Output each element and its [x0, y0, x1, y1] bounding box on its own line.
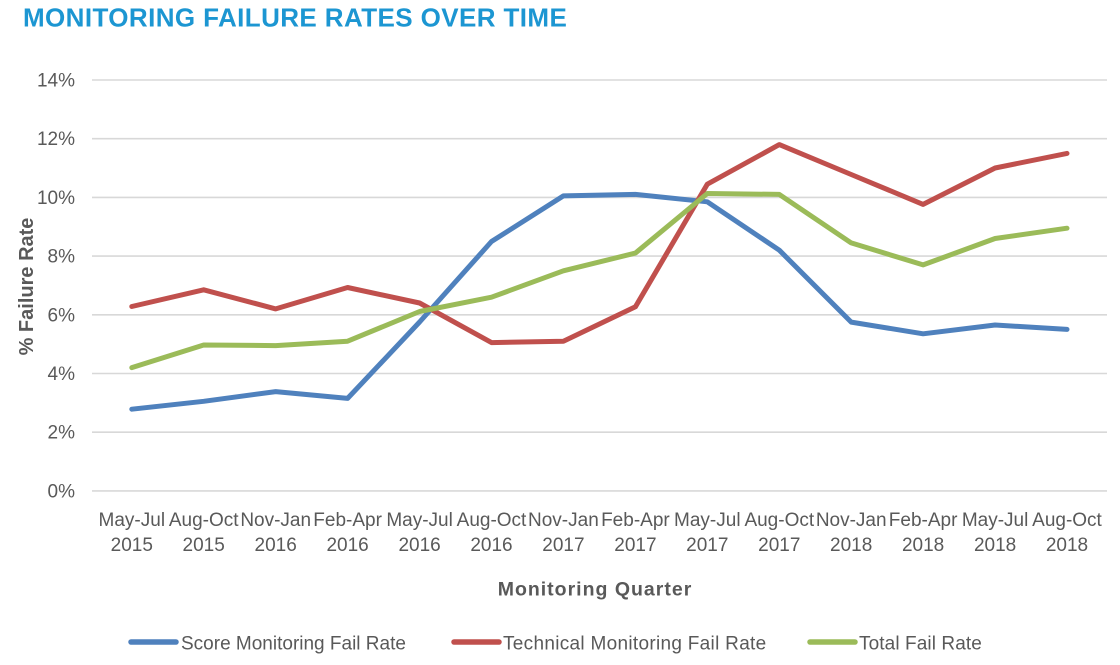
svg-text:Aug-Oct: Aug-Oct [169, 510, 239, 531]
svg-text:2017: 2017 [758, 535, 800, 556]
svg-text:Nov-Jan: Nov-Jan [816, 510, 887, 531]
svg-text:May-Jul: May-Jul [99, 510, 166, 531]
svg-text:Total Fail Rate: Total Fail Rate [859, 634, 982, 655]
svg-text:2015: 2015 [183, 535, 225, 556]
svg-text:May-Jul: May-Jul [386, 510, 453, 531]
svg-text:2017: 2017 [614, 535, 656, 556]
svg-text:14%: 14% [37, 71, 75, 92]
svg-text:2%: 2% [48, 423, 76, 444]
svg-text:Aug-Oct: Aug-Oct [457, 510, 527, 531]
svg-text:Aug-Oct: Aug-Oct [1032, 510, 1102, 531]
svg-text:2016: 2016 [470, 535, 512, 556]
svg-text:May-Jul: May-Jul [674, 510, 741, 531]
svg-text:May-Jul: May-Jul [962, 510, 1029, 531]
svg-text:0%: 0% [48, 481, 76, 502]
svg-text:2016: 2016 [255, 535, 297, 556]
svg-text:12%: 12% [37, 129, 75, 150]
svg-text:2017: 2017 [542, 535, 584, 556]
svg-text:Monitoring Quarter: Monitoring Quarter [498, 579, 693, 601]
svg-text:Feb-Apr: Feb-Apr [601, 510, 670, 531]
svg-text:2016: 2016 [398, 535, 440, 556]
svg-text:Nov-Jan: Nov-Jan [528, 510, 599, 531]
svg-text:6%: 6% [48, 305, 76, 326]
svg-text:2015: 2015 [111, 535, 153, 556]
svg-text:% Failure Rate: % Failure Rate [16, 218, 38, 356]
svg-text:Feb-Apr: Feb-Apr [889, 510, 958, 531]
svg-text:Technical Monitoring Fail Rate: Technical Monitoring Fail Rate [503, 634, 767, 655]
svg-text:2017: 2017 [686, 535, 728, 556]
svg-text:Nov-Jan: Nov-Jan [240, 510, 311, 531]
svg-text:Aug-Oct: Aug-Oct [744, 510, 814, 531]
svg-text:MONITORING FAILURE RATES OVER: MONITORING FAILURE RATES OVER TIME [23, 3, 567, 33]
svg-text:2018: 2018 [1046, 535, 1088, 556]
svg-text:2018: 2018 [902, 535, 944, 556]
svg-text:2018: 2018 [974, 535, 1016, 556]
svg-text:8%: 8% [48, 247, 76, 268]
svg-text:Score Monitoring Fail Rate: Score Monitoring Fail Rate [181, 634, 406, 655]
svg-text:4%: 4% [48, 364, 76, 385]
svg-text:Feb-Apr: Feb-Apr [313, 510, 382, 531]
svg-text:2016: 2016 [326, 535, 368, 556]
svg-text:2018: 2018 [830, 535, 872, 556]
svg-text:10%: 10% [37, 188, 75, 209]
